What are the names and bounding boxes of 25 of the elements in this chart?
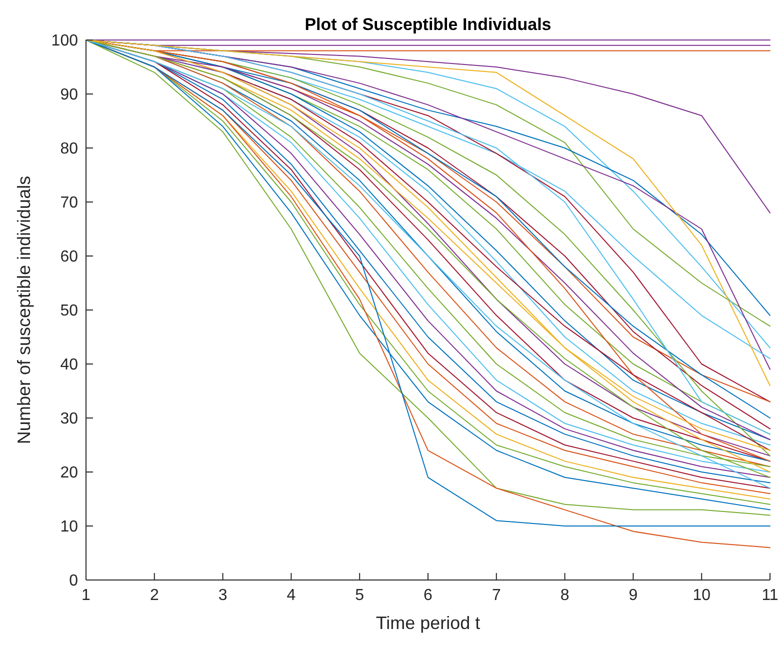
- x-tick-label: 7: [492, 587, 501, 604]
- x-tick-label: 8: [560, 587, 570, 604]
- y-tick-label: 10: [60, 518, 78, 536]
- y-tick-label: 50: [60, 302, 78, 320]
- x-tick-label: 2: [150, 587, 159, 604]
- y-tick-label: 100: [51, 32, 78, 50]
- y-tick-label: 20: [60, 464, 78, 482]
- x-tick-label: 9: [628, 587, 638, 604]
- y-axis-title: Number of susceptible individuals: [14, 176, 34, 444]
- x-tick-label: 3: [218, 587, 228, 604]
- x-tick-label: 1: [82, 587, 91, 604]
- y-tick-label: 70: [60, 194, 78, 212]
- y-tick-label: 80: [60, 140, 78, 158]
- x-tick-label: 11: [762, 587, 778, 604]
- x-tick-label: 5: [355, 587, 364, 604]
- y-tick-label: 0: [69, 572, 78, 590]
- x-tick-label: 10: [692, 587, 711, 604]
- x-tick-label: 4: [286, 587, 296, 604]
- chart-title: Plot of Susceptible Individuals: [304, 15, 552, 34]
- x-tick-label: 6: [424, 587, 433, 604]
- y-tick-label: 40: [60, 356, 78, 374]
- y-tick-label: 90: [60, 86, 78, 104]
- y-tick-label: 30: [60, 410, 78, 428]
- y-tick-label: 60: [60, 248, 78, 266]
- x-axis-title: Time period t: [376, 613, 480, 633]
